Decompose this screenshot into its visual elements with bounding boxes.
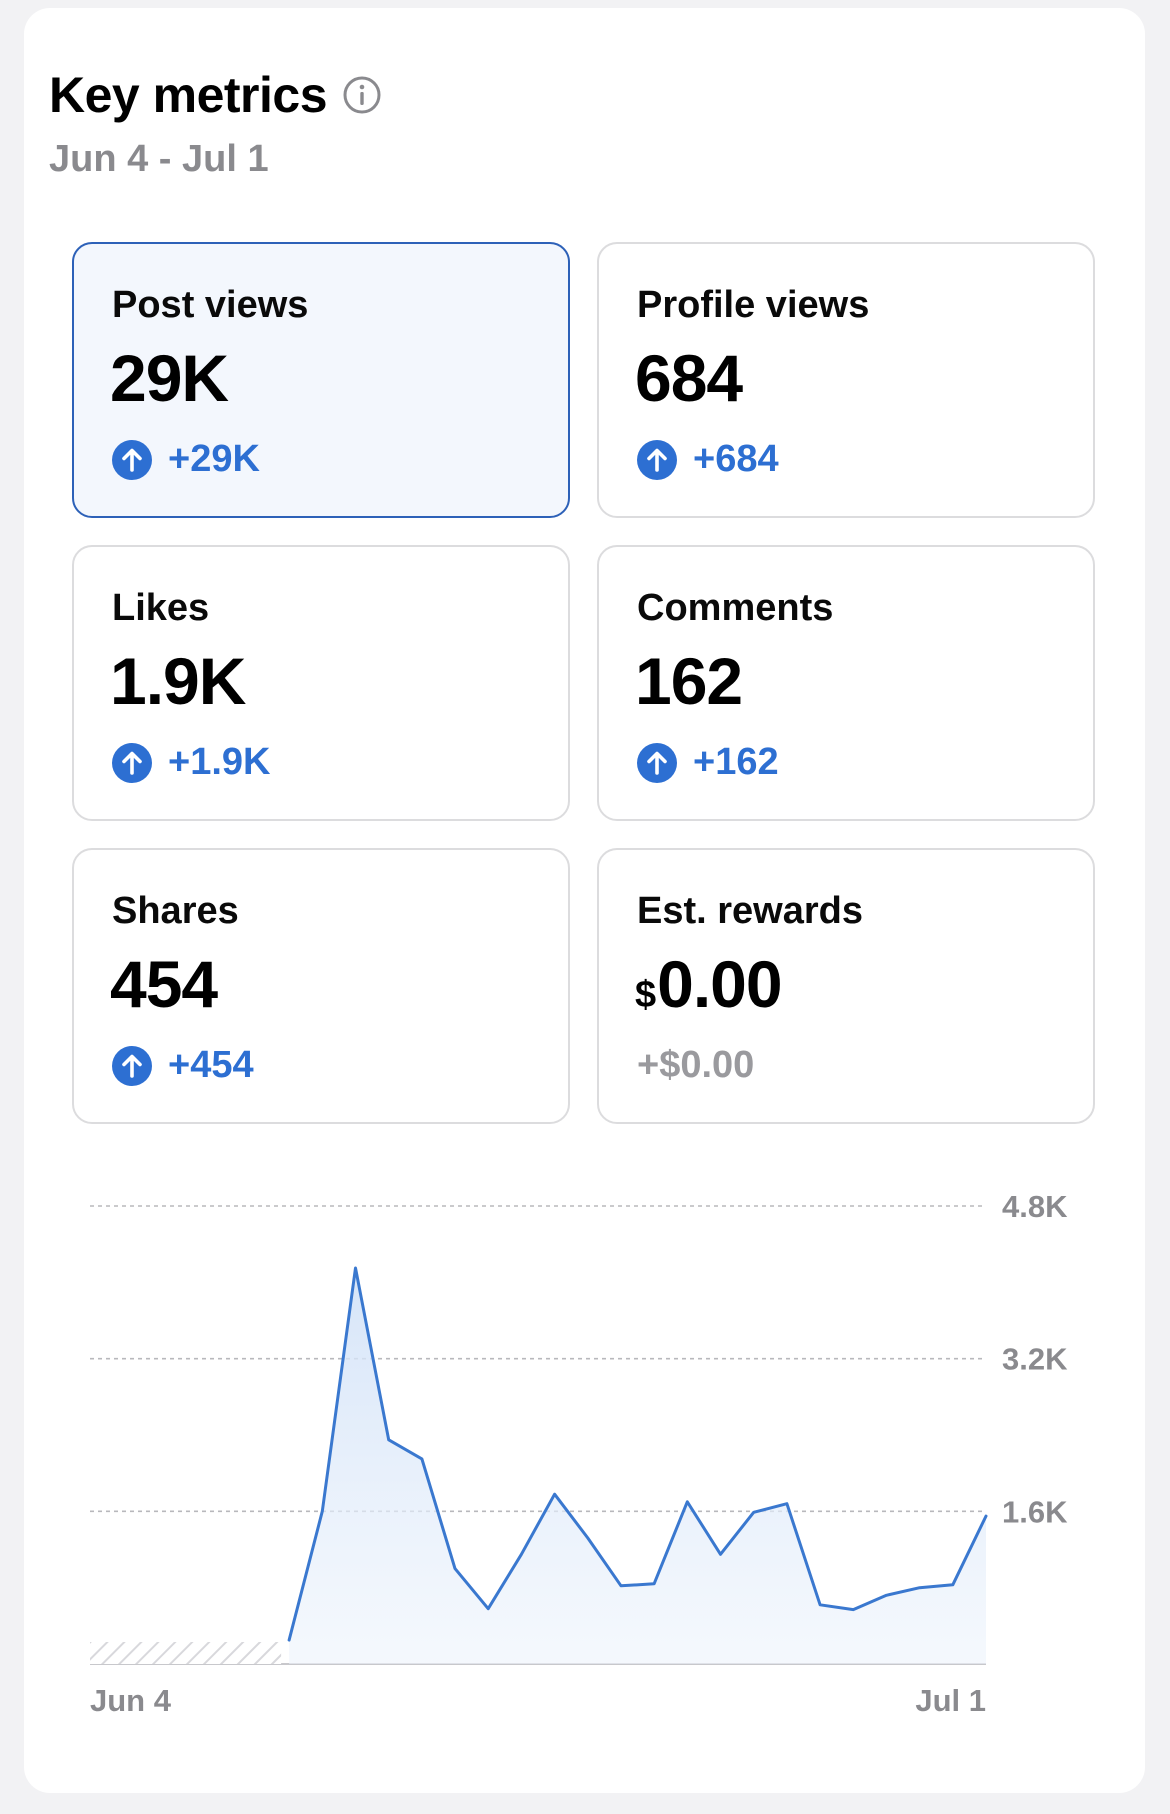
metric-change: +$0.00 — [637, 1044, 754, 1087]
metric-value: $0.00 — [635, 946, 783, 1022]
metric-label: Est. rewards — [637, 890, 863, 932]
metric-change-value: +162 — [693, 741, 779, 783]
metric-value: 1.9K — [110, 644, 246, 718]
metric-tile-shares[interactable]: Shares 454 +454 — [72, 848, 570, 1124]
arrow-up-circle-icon — [112, 1045, 152, 1086]
metric-label: Post views — [112, 284, 309, 326]
arrow-up-circle-icon — [112, 439, 152, 480]
metric-tile-likes[interactable]: Likes 1.9K +1.9K — [72, 545, 570, 821]
metric-change-value: +1.9K — [168, 741, 271, 783]
metric-change: +29K — [112, 438, 260, 481]
arrow-up-circle-icon — [637, 742, 677, 783]
date-range[interactable]: Jun 4 - Jul 1 — [49, 138, 269, 180]
metric-tile-comments[interactable]: Comments 162 +162 — [597, 545, 1095, 821]
metric-change-value: +454 — [168, 1044, 254, 1086]
metric-change-value: +29K — [168, 438, 260, 480]
arrow-up-circle-icon — [112, 742, 152, 783]
metric-tile-post-views[interactable]: Post views 29K +29K — [72, 242, 570, 518]
metric-value: 454 — [110, 947, 218, 1021]
metric-value: 162 — [635, 644, 743, 718]
metric-value: 29K — [110, 341, 229, 415]
metric-label: Shares — [112, 890, 239, 932]
page-title: Key metrics — [49, 67, 328, 123]
metric-change: +162 — [637, 741, 779, 784]
metric-label: Profile views — [637, 284, 870, 326]
metric-change-value: +684 — [693, 438, 779, 480]
arrow-up-circle-icon — [637, 439, 677, 480]
metric-change-value: +$0.00 — [637, 1044, 755, 1086]
header: Key metrics — [49, 66, 382, 124]
info-circle-icon[interactable] — [342, 75, 382, 115]
metric-value-number: 0.00 — [657, 947, 782, 1021]
metric-tile-est-rewards[interactable]: Est. rewards $0.00 +$0.00 — [597, 848, 1095, 1124]
metric-label: Comments — [637, 587, 834, 629]
metric-value: 684 — [635, 341, 743, 415]
metric-change: +684 — [637, 438, 779, 481]
metric-label: Likes — [112, 587, 210, 629]
metric-tile-profile-views[interactable]: Profile views 684 +684 — [597, 242, 1095, 518]
currency-symbol: $ — [635, 974, 656, 1016]
metric-change: +1.9K — [112, 741, 270, 784]
metric-change: +454 — [112, 1044, 254, 1087]
